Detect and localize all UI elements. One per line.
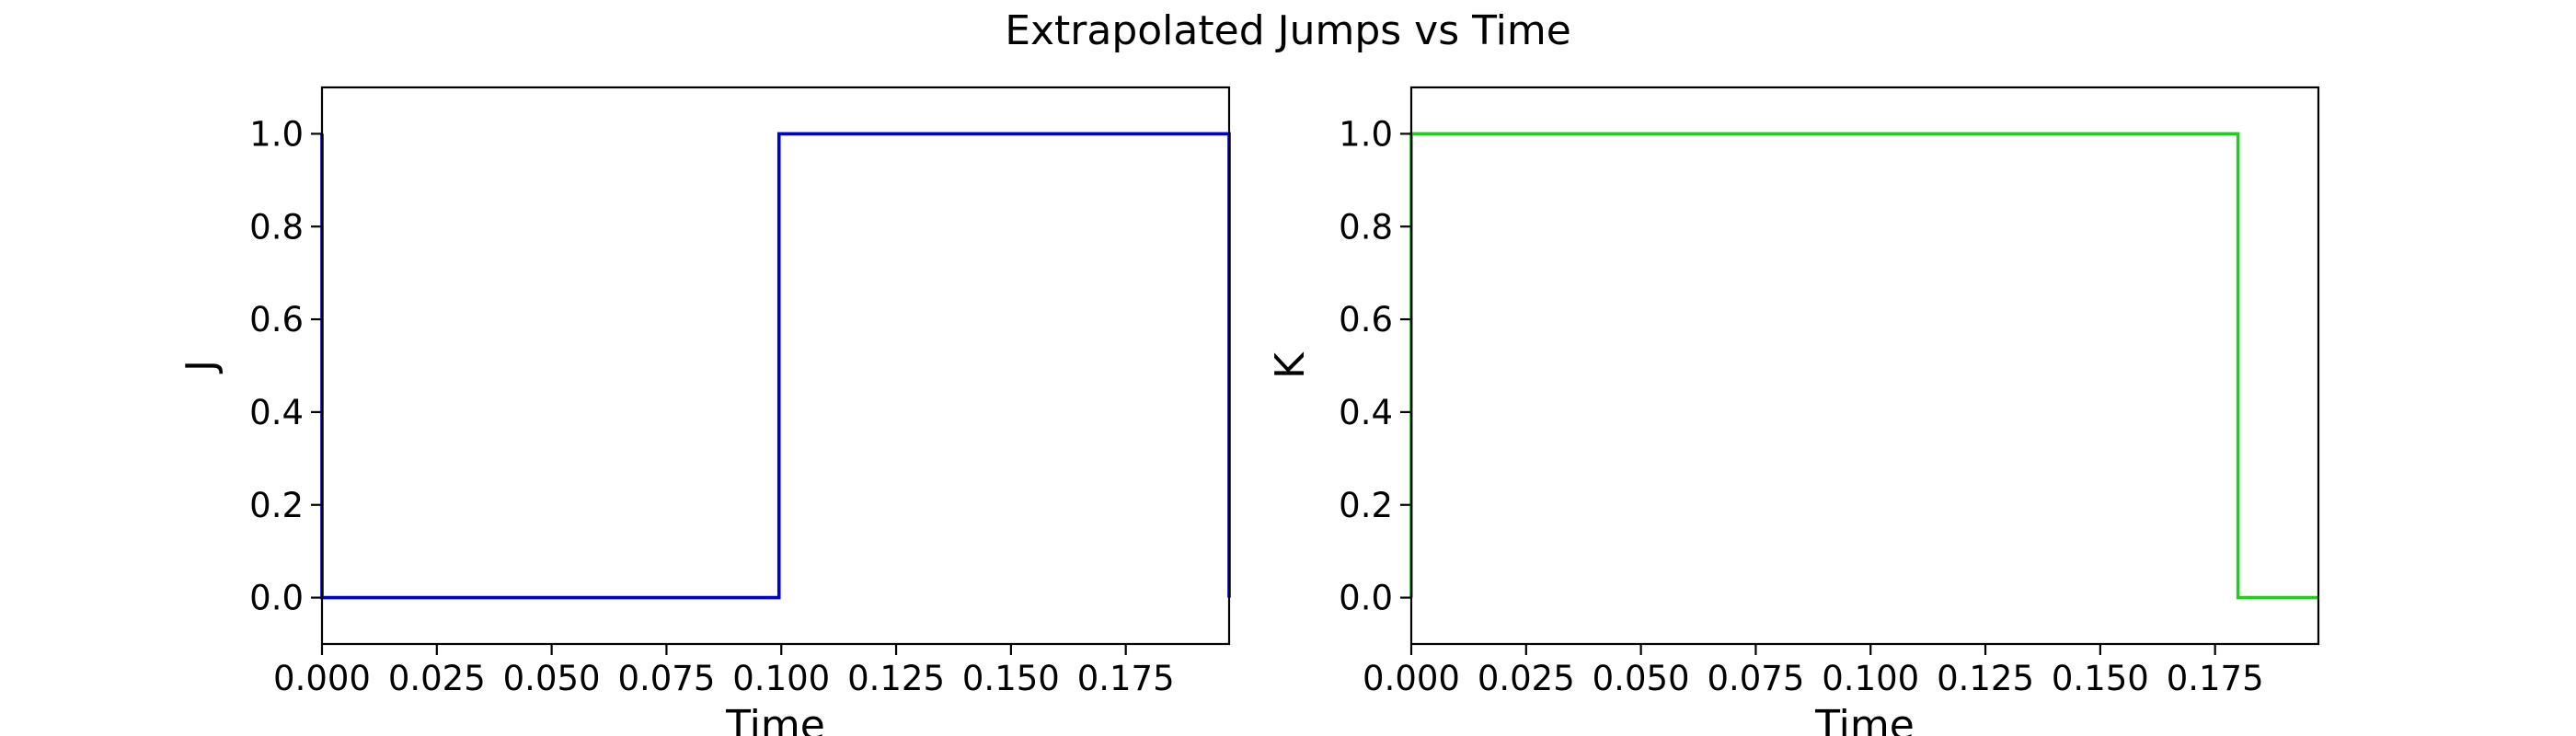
y-tick-label: 0.0 <box>249 579 304 618</box>
x-axis-label: Time <box>725 702 825 736</box>
y-tick-label: 0.2 <box>249 486 304 525</box>
x-tick-label: 0.000 <box>273 659 371 698</box>
axes-frame <box>320 86 1231 646</box>
x-tick-label: 0.000 <box>1363 659 1460 698</box>
axes-frame <box>1409 86 2320 646</box>
y-tick-label: 0.8 <box>249 207 304 247</box>
x-tick-label: 0.075 <box>1707 659 1804 698</box>
x-tick-label: 0.025 <box>1478 659 1575 698</box>
x-tick-label: 0.175 <box>1077 659 1175 698</box>
x-tick-label: 0.150 <box>2052 659 2149 698</box>
series-line-j-0 <box>320 132 1231 600</box>
x-tick-label: 0.025 <box>388 659 486 698</box>
y-tick-label: 0.2 <box>1339 486 1393 525</box>
figure-title: Extrapolated Jumps vs Time <box>1005 7 1571 54</box>
y-tick-label: 0.0 <box>1339 579 1393 618</box>
y-tick-label: 0.4 <box>1339 393 1393 432</box>
y-tick-label: 0.8 <box>1339 207 1393 247</box>
x-tick-label: 0.050 <box>503 659 601 698</box>
chart-k-vs-time: 0.000 0.025 0.050 0.075 0.100 0.125 0.150 0.175… <box>1267 86 2320 736</box>
x-tick-label: 0.075 <box>617 659 715 698</box>
x-tick-label: 0.175 <box>2167 659 2264 698</box>
series-line-k-0 <box>1409 132 2318 600</box>
y-axis-label: K <box>1267 351 1314 379</box>
x-tick-label: 0.125 <box>1937 659 2034 698</box>
chart-j-vs-time: 0.000 0.025 0.050 0.075 0.100 0.125 0.150 0.175… <box>178 86 1231 736</box>
y-tick-label: 1.0 <box>249 114 304 154</box>
x-tick-label: 0.050 <box>1593 659 1690 698</box>
y-tick-label: 0.6 <box>1339 300 1393 339</box>
y-axis-label: J <box>178 360 224 374</box>
y-tick-label: 0.4 <box>249 393 304 432</box>
x-tick-label: 0.100 <box>1822 659 1919 698</box>
x-tick-label: 0.150 <box>962 659 1060 698</box>
y-tick-label: 1.0 <box>1339 114 1393 154</box>
x-tick-label: 0.100 <box>732 659 830 698</box>
x-axis-label: Time <box>1814 702 1915 736</box>
y-tick-label: 0.6 <box>249 300 304 339</box>
x-tick-label: 0.125 <box>847 659 945 698</box>
